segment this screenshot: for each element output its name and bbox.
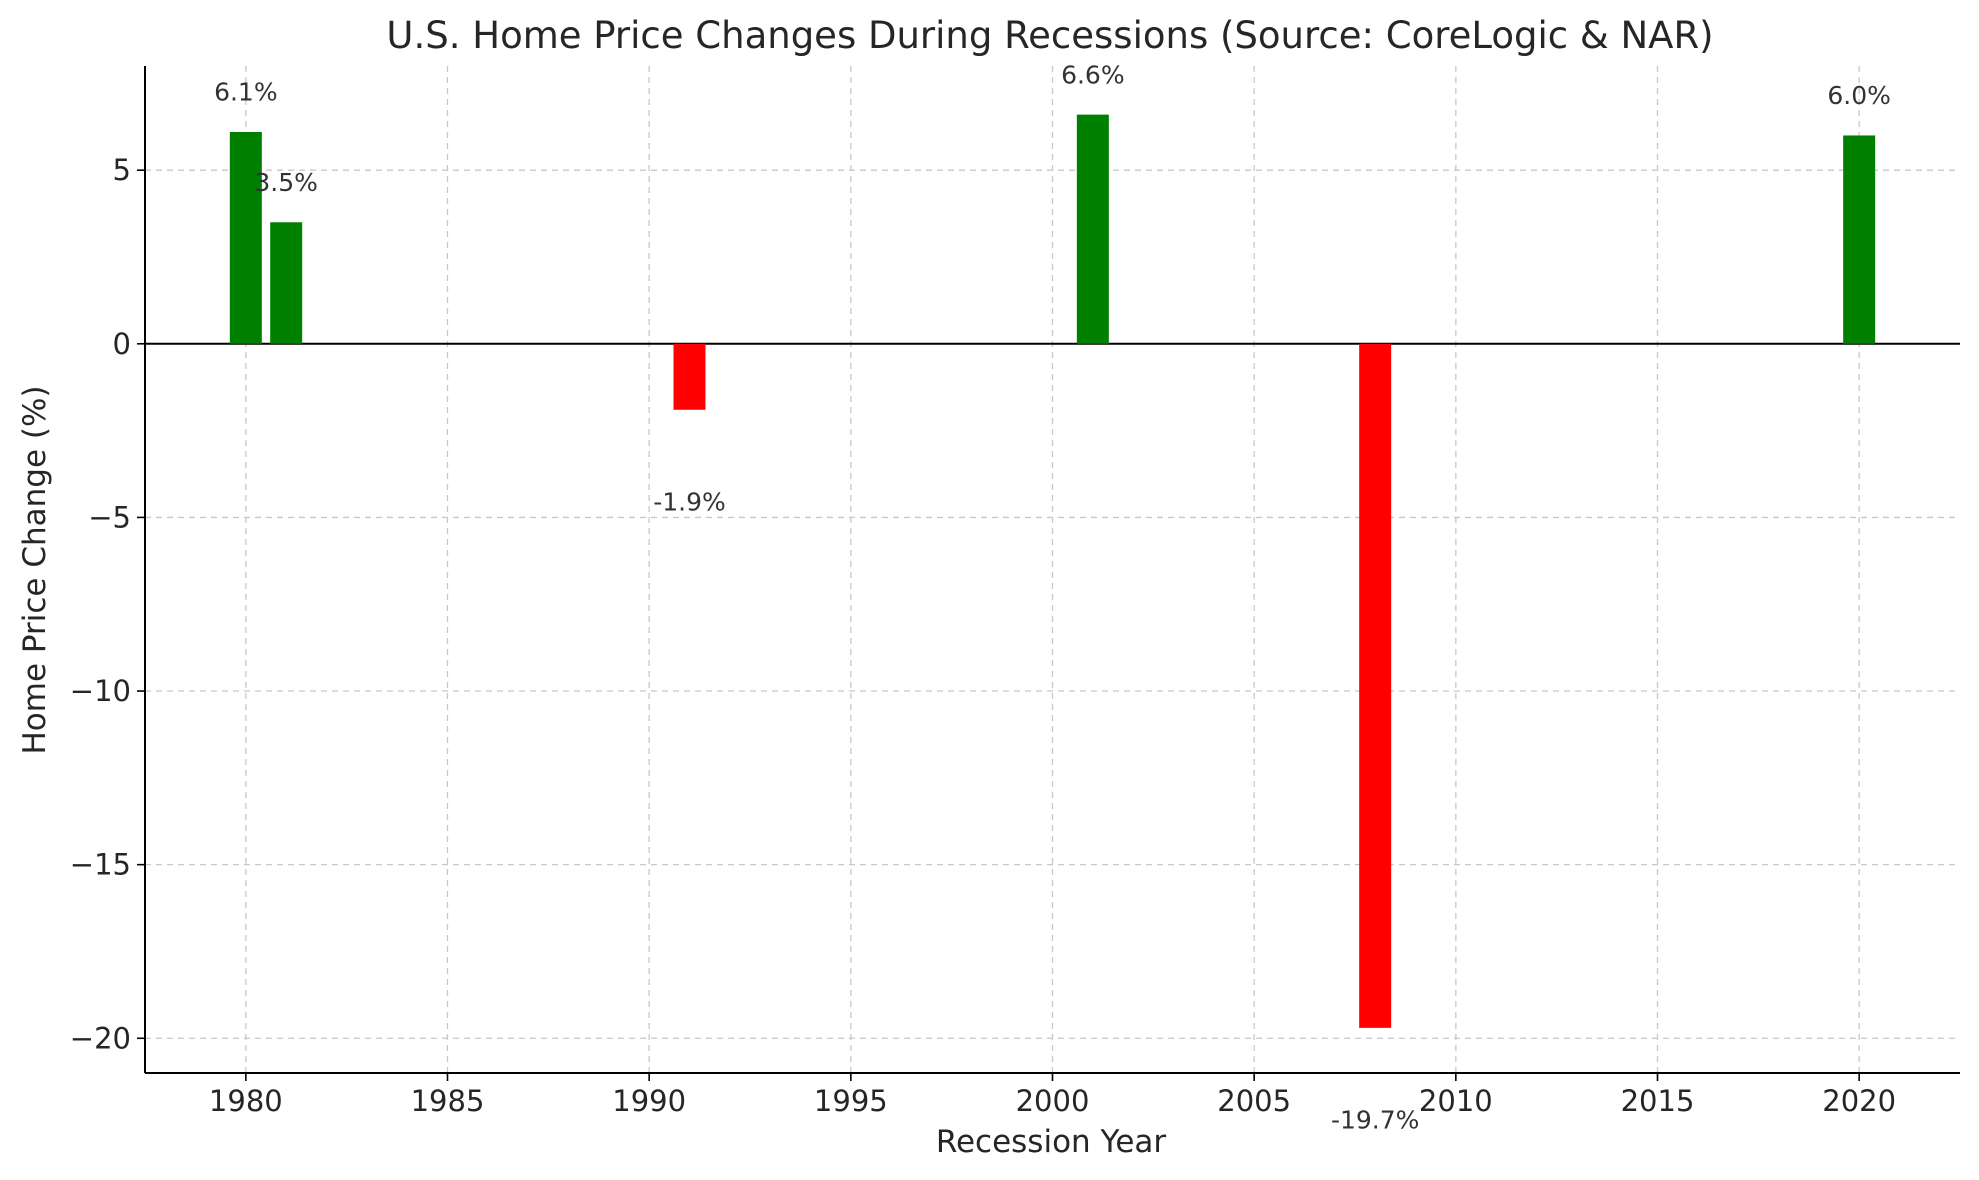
x-tick-label: 2020 — [1822, 1084, 1896, 1118]
x-tick-label: 1980 — [209, 1084, 283, 1118]
x-tick-label: 1985 — [411, 1084, 485, 1118]
x-tick-label: 1995 — [814, 1084, 888, 1118]
data-label-1981: 3.5% — [254, 168, 318, 197]
bar-2008 — [1359, 343, 1392, 1028]
bar-1980 — [229, 131, 262, 344]
data-label-1980: 6.1% — [214, 78, 278, 107]
y-ticks: 5 0 −5 −10 −15 −20 — [70, 153, 145, 1055]
x-tick-label: 1990 — [612, 1084, 686, 1118]
data-label-2008: -19.7% — [1331, 1106, 1419, 1135]
y-tick-label: −20 — [70, 1021, 131, 1055]
x-tick-label: 2005 — [1217, 1084, 1291, 1118]
y-tick-label: −5 — [88, 500, 131, 534]
x-axis-label: Recession Year — [936, 1124, 1167, 1160]
y-tick-label: −15 — [70, 848, 131, 882]
y-tick-label: −10 — [70, 674, 131, 708]
data-label-1991: -1.9% — [653, 487, 726, 516]
x-tick-label: 2000 — [1016, 1084, 1090, 1118]
data-labels: 6.1% 3.5% -1.9% 6.6% -19.7% 6.0% — [214, 60, 1891, 1134]
chart-title: U.S. Home Price Changes During Recession… — [386, 14, 1713, 57]
x-ticks: 1980 1985 1990 1995 2000 2005 2010 2015 2020 — [209, 1073, 1896, 1118]
bars — [229, 114, 1876, 1028]
data-label-2001: 6.6% — [1061, 60, 1125, 89]
gridlines — [145, 66, 1960, 1073]
bar-2020 — [1843, 135, 1876, 344]
y-tick-label: 0 — [113, 327, 131, 361]
data-label-2020: 6.0% — [1827, 81, 1891, 110]
y-tick-label: 5 — [113, 153, 131, 187]
axes — [144, 66, 1960, 1074]
y-axis-label: Home Price Change (%) — [17, 385, 53, 754]
x-tick-label: 2015 — [1621, 1084, 1695, 1118]
bar-1981 — [270, 222, 303, 344]
bar-2001 — [1076, 114, 1109, 344]
x-tick-label: 2010 — [1419, 1084, 1493, 1118]
bar-1991 — [673, 343, 706, 410]
